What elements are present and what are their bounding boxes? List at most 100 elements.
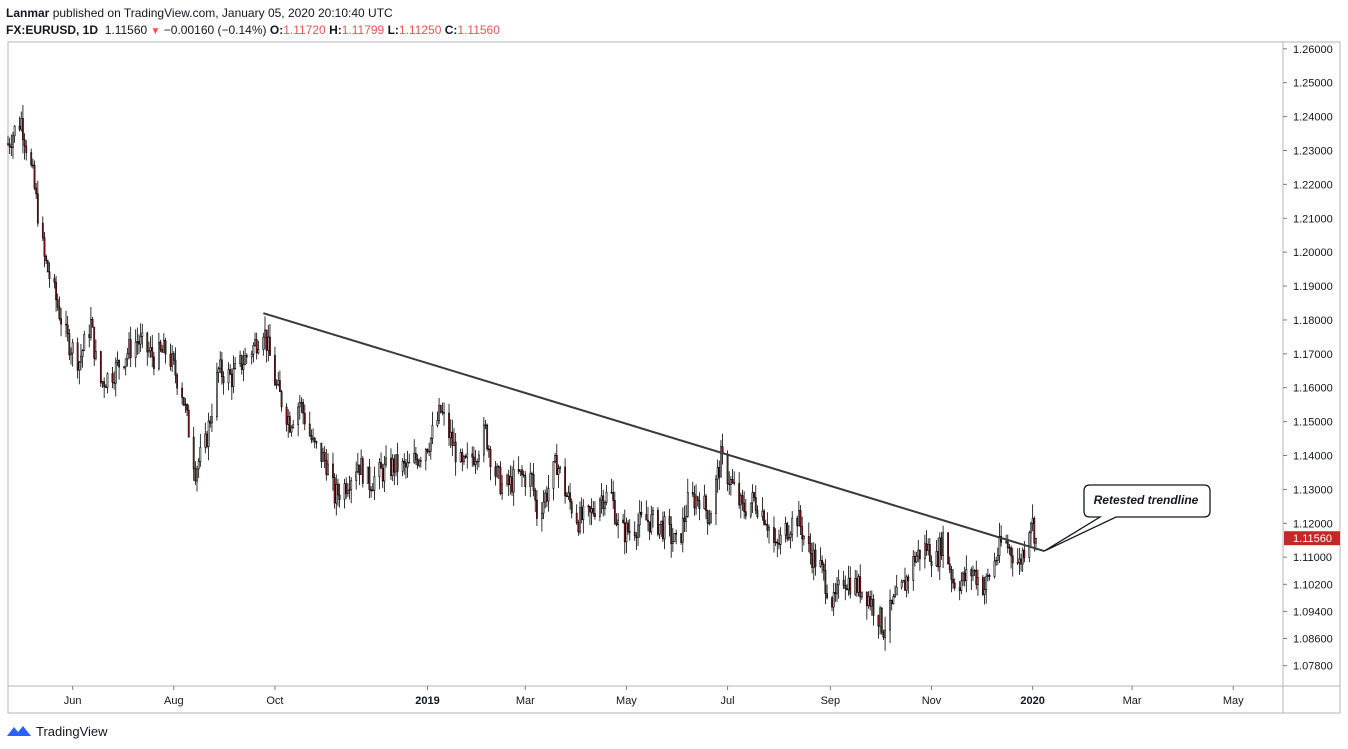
candle-body [662, 520, 664, 540]
candle-body [403, 460, 406, 464]
candle-body [754, 497, 757, 511]
candle-body [592, 508, 595, 514]
candle-body [337, 483, 339, 496]
candle-body [385, 457, 387, 465]
high-value: 1.11799 [341, 23, 385, 37]
candle-body [176, 374, 179, 389]
time-tick-label: 2019 [415, 695, 439, 707]
candle-body [436, 420, 439, 426]
candle-body [739, 495, 742, 506]
candle-body [506, 475, 508, 485]
candle-body [602, 495, 605, 510]
open-value: 1.11720 [283, 23, 326, 37]
candle-body [718, 467, 721, 478]
candle-body [814, 549, 817, 567]
candle-body [368, 466, 371, 490]
candle-body [66, 324, 69, 334]
candle-body [313, 437, 316, 442]
candle-body [569, 492, 571, 503]
candle-body [192, 436, 195, 470]
time-tick-label: Mar [1123, 695, 1142, 707]
price-tick-label: 1.08600 [1293, 634, 1333, 646]
candle-body [554, 455, 557, 462]
candle-body [522, 474, 525, 476]
candle-body [416, 458, 419, 466]
symbol-label[interactable]: FX:EURUSD, 1D [6, 23, 99, 37]
candle-body [521, 469, 523, 475]
candle-body [599, 499, 601, 517]
candle-body [552, 461, 555, 489]
candle-body [524, 475, 527, 487]
candle-body [938, 537, 941, 568]
candle-body [172, 353, 175, 361]
candle-body [1000, 535, 1003, 543]
candle-body [884, 629, 886, 638]
candle-body [796, 517, 799, 527]
candle-body [187, 409, 190, 438]
candle-body [264, 329, 266, 338]
candle-body [499, 466, 502, 494]
candle-body [335, 483, 338, 504]
candle-body [474, 461, 477, 465]
candle-body [821, 560, 823, 565]
candle-body [252, 344, 255, 355]
candle-body [380, 462, 382, 469]
candle-body [234, 363, 237, 369]
candle-body [545, 492, 548, 502]
candles-group [7, 105, 1037, 651]
candle-body [627, 522, 629, 532]
candle-body [610, 491, 613, 494]
candle-body [254, 339, 256, 346]
candle-body [860, 591, 863, 598]
candle-body [973, 569, 976, 572]
candle-body [937, 551, 940, 568]
candle-body [715, 478, 717, 514]
price-axis[interactable]: 1.26000 1.25000 1.24000 1.23000 1.22000 1.210… [1283, 44, 1333, 673]
candle-body [617, 519, 620, 526]
candle-body [83, 334, 86, 352]
candle-body [323, 452, 326, 461]
candle-body [43, 237, 46, 257]
candle-body [426, 449, 429, 452]
close-label: C: [444, 23, 458, 37]
footer-branding[interactable]: TradingView [6, 721, 108, 741]
candle-body [111, 373, 114, 383]
candle-body [459, 452, 462, 463]
candle-body [325, 459, 328, 475]
callout-bubble [1043, 484, 1211, 552]
candle-body [872, 598, 875, 616]
candle-body [20, 118, 23, 130]
candle-body [320, 442, 323, 462]
candle-body [819, 560, 822, 567]
candle-body [232, 368, 235, 387]
candle-body [93, 326, 96, 359]
candle-body [985, 575, 988, 591]
candle-body [613, 500, 616, 524]
candle-body [928, 544, 931, 562]
candle-body [900, 581, 903, 588]
price-tick-label: 1.07800 [1293, 661, 1333, 673]
last-price-tag: 1.11560 [1284, 531, 1340, 546]
candle-body [262, 336, 265, 350]
time-axis[interactable]: Jun Aug Oct 2019 Mar May Jul Sep Nov 2020 Mar May [64, 686, 1244, 707]
candle-body [773, 527, 775, 543]
callout-group[interactable]: Retested trendline [1043, 484, 1211, 552]
chart-header: Lanmar published on TradingView.com, Jan… [6, 5, 500, 40]
candle-body [904, 580, 906, 591]
candle-body [25, 145, 28, 153]
candle-body [229, 369, 232, 375]
candle-body [89, 318, 92, 338]
candle-body [982, 577, 984, 595]
candle-body [865, 591, 868, 607]
candle-body [361, 458, 364, 484]
candle-body [103, 381, 106, 387]
candle-body [116, 360, 119, 363]
candle-body [58, 306, 61, 320]
trendline-group[interactable] [263, 312, 1045, 553]
candle-body [267, 336, 270, 351]
publisher-name[interactable]: Lanmar [6, 6, 50, 20]
low-value: 1.11250 [398, 23, 442, 37]
candle-body [285, 406, 288, 425]
candle-body [184, 404, 187, 406]
